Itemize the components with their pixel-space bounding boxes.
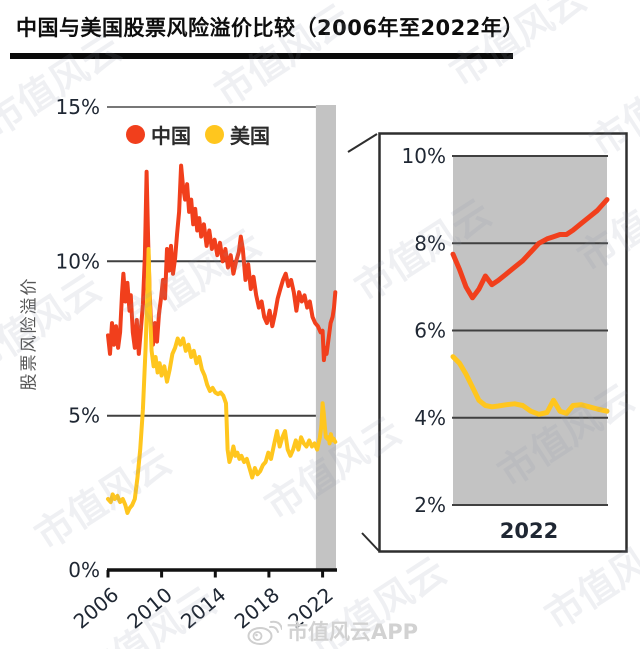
china-series-line [106, 163, 338, 363]
inset-y-tick-label: 6% [414, 319, 446, 343]
highlight-band-2022 [315, 105, 336, 570]
chart-legend: 中国 美国 [126, 120, 278, 149]
title-underline [10, 53, 513, 59]
y-tick-label: 10% [56, 249, 100, 273]
legend-dot-china [126, 125, 145, 144]
figure-title: 中国与美国股票风险溢价比较（2006年至2022年） [16, 16, 524, 40]
inset-china-series-line [450, 197, 610, 301]
x-tick-label: 2010 [122, 582, 176, 633]
inset-y-tick-label: 2% [414, 493, 446, 517]
legend-dot-usa [205, 125, 224, 144]
inset-callout-top [347, 133, 378, 153]
inset-callout-bottom [361, 532, 380, 552]
x-tick-label: 2006 [69, 582, 123, 633]
y-tick-label: 5% [68, 404, 100, 428]
legend-label-usa: 美国 [230, 124, 270, 148]
x-tick-label: 2018 [230, 582, 284, 633]
y-tick-label: 15% [56, 95, 100, 119]
inset-x-label: 2022 [500, 519, 558, 543]
y-tick-label: 0% [68, 558, 100, 582]
inset-usa-series-line [450, 354, 610, 417]
inset-y-tick-label: 4% [414, 406, 446, 430]
usa-series-line [106, 247, 338, 515]
inset-y-tick-label: 8% [414, 231, 446, 255]
inset-y-tick-label: 10% [402, 144, 446, 168]
y-axis-title: 股票风险溢价 [19, 276, 40, 391]
x-tick-label: 2014 [176, 582, 230, 633]
legend-label-china: 中国 [151, 124, 191, 148]
x-tick-label: 2022 [283, 582, 337, 633]
